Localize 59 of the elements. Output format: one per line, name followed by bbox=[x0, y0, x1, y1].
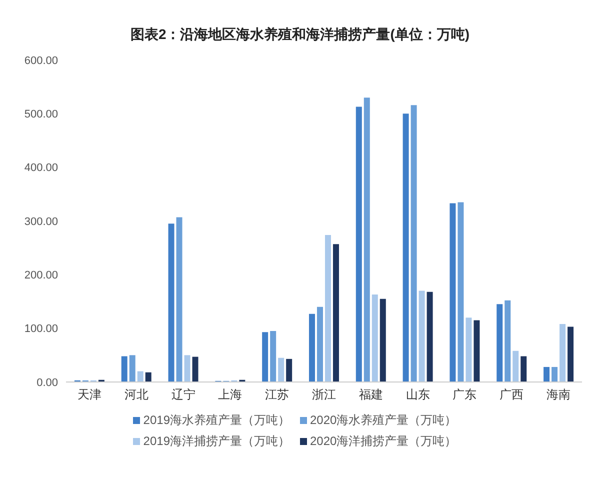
y-tick-label: 100.00 bbox=[24, 323, 58, 336]
bar bbox=[568, 326, 574, 382]
x-tick-label: 广东 bbox=[452, 388, 477, 402]
bar bbox=[121, 356, 128, 382]
bar bbox=[324, 234, 331, 382]
bar bbox=[278, 358, 284, 382]
bar bbox=[418, 290, 425, 382]
bar bbox=[560, 324, 566, 382]
bar bbox=[458, 202, 464, 382]
x-tick-label: 天津 bbox=[77, 388, 102, 402]
y-tick-label: 200.00 bbox=[24, 270, 58, 282]
bar bbox=[450, 203, 456, 382]
bar bbox=[496, 304, 503, 382]
x-tick-label: 海南 bbox=[546, 388, 571, 402]
bar bbox=[372, 294, 378, 382]
bar bbox=[544, 366, 550, 382]
bar bbox=[512, 350, 519, 382]
bar bbox=[192, 356, 198, 382]
x-tick-label: 浙江 bbox=[312, 388, 336, 402]
legend-label: 2019海水养殖产量（万吨） bbox=[143, 412, 290, 429]
bar bbox=[504, 300, 511, 382]
bar bbox=[270, 331, 276, 382]
x-tick-label: 河北 bbox=[124, 388, 148, 402]
bar bbox=[364, 98, 370, 382]
bar bbox=[380, 298, 386, 382]
y-tick-label: 400.00 bbox=[24, 162, 58, 174]
legend-label: 2020海水养殖产量（万吨） bbox=[310, 412, 457, 429]
bar bbox=[129, 355, 136, 382]
bar bbox=[184, 355, 190, 382]
bar bbox=[262, 332, 268, 382]
y-tick-label: 500.00 bbox=[24, 108, 58, 121]
y-tick-label: 600.00 bbox=[24, 54, 58, 67]
chart-title: 图表2：沿海地区海水养殖和海洋捕捞产量(单位：万吨) bbox=[129, 25, 471, 44]
x-tick-label: 山东 bbox=[406, 388, 430, 402]
x-tick-label: 福建 bbox=[358, 388, 383, 402]
legend-label: 2019海洋捕捞产量（万吨） bbox=[143, 433, 290, 450]
bar bbox=[356, 106, 362, 382]
bar bbox=[308, 314, 315, 382]
bar bbox=[137, 371, 144, 382]
bar bbox=[520, 356, 527, 382]
bar bbox=[474, 320, 480, 382]
x-tick-label: 广西 bbox=[500, 388, 524, 402]
bar bbox=[168, 224, 174, 382]
bar bbox=[410, 105, 417, 382]
bar bbox=[316, 306, 323, 382]
y-tick-label: 300.00 bbox=[24, 216, 58, 228]
bar bbox=[426, 292, 433, 382]
bar bbox=[145, 372, 152, 382]
bar bbox=[176, 217, 182, 382]
legend-label: 2020海洋捕捞产量（万吨） bbox=[310, 433, 457, 450]
x-tick-label: 上海 bbox=[218, 388, 242, 402]
bar bbox=[466, 318, 472, 382]
y-tick-label: 0.00 bbox=[36, 376, 58, 389]
bar bbox=[402, 114, 409, 382]
x-tick-label: 江苏 bbox=[265, 388, 290, 402]
x-tick-label: 辽宁 bbox=[171, 388, 196, 402]
bar bbox=[332, 244, 339, 382]
bar bbox=[286, 358, 292, 382]
bar bbox=[552, 366, 558, 382]
